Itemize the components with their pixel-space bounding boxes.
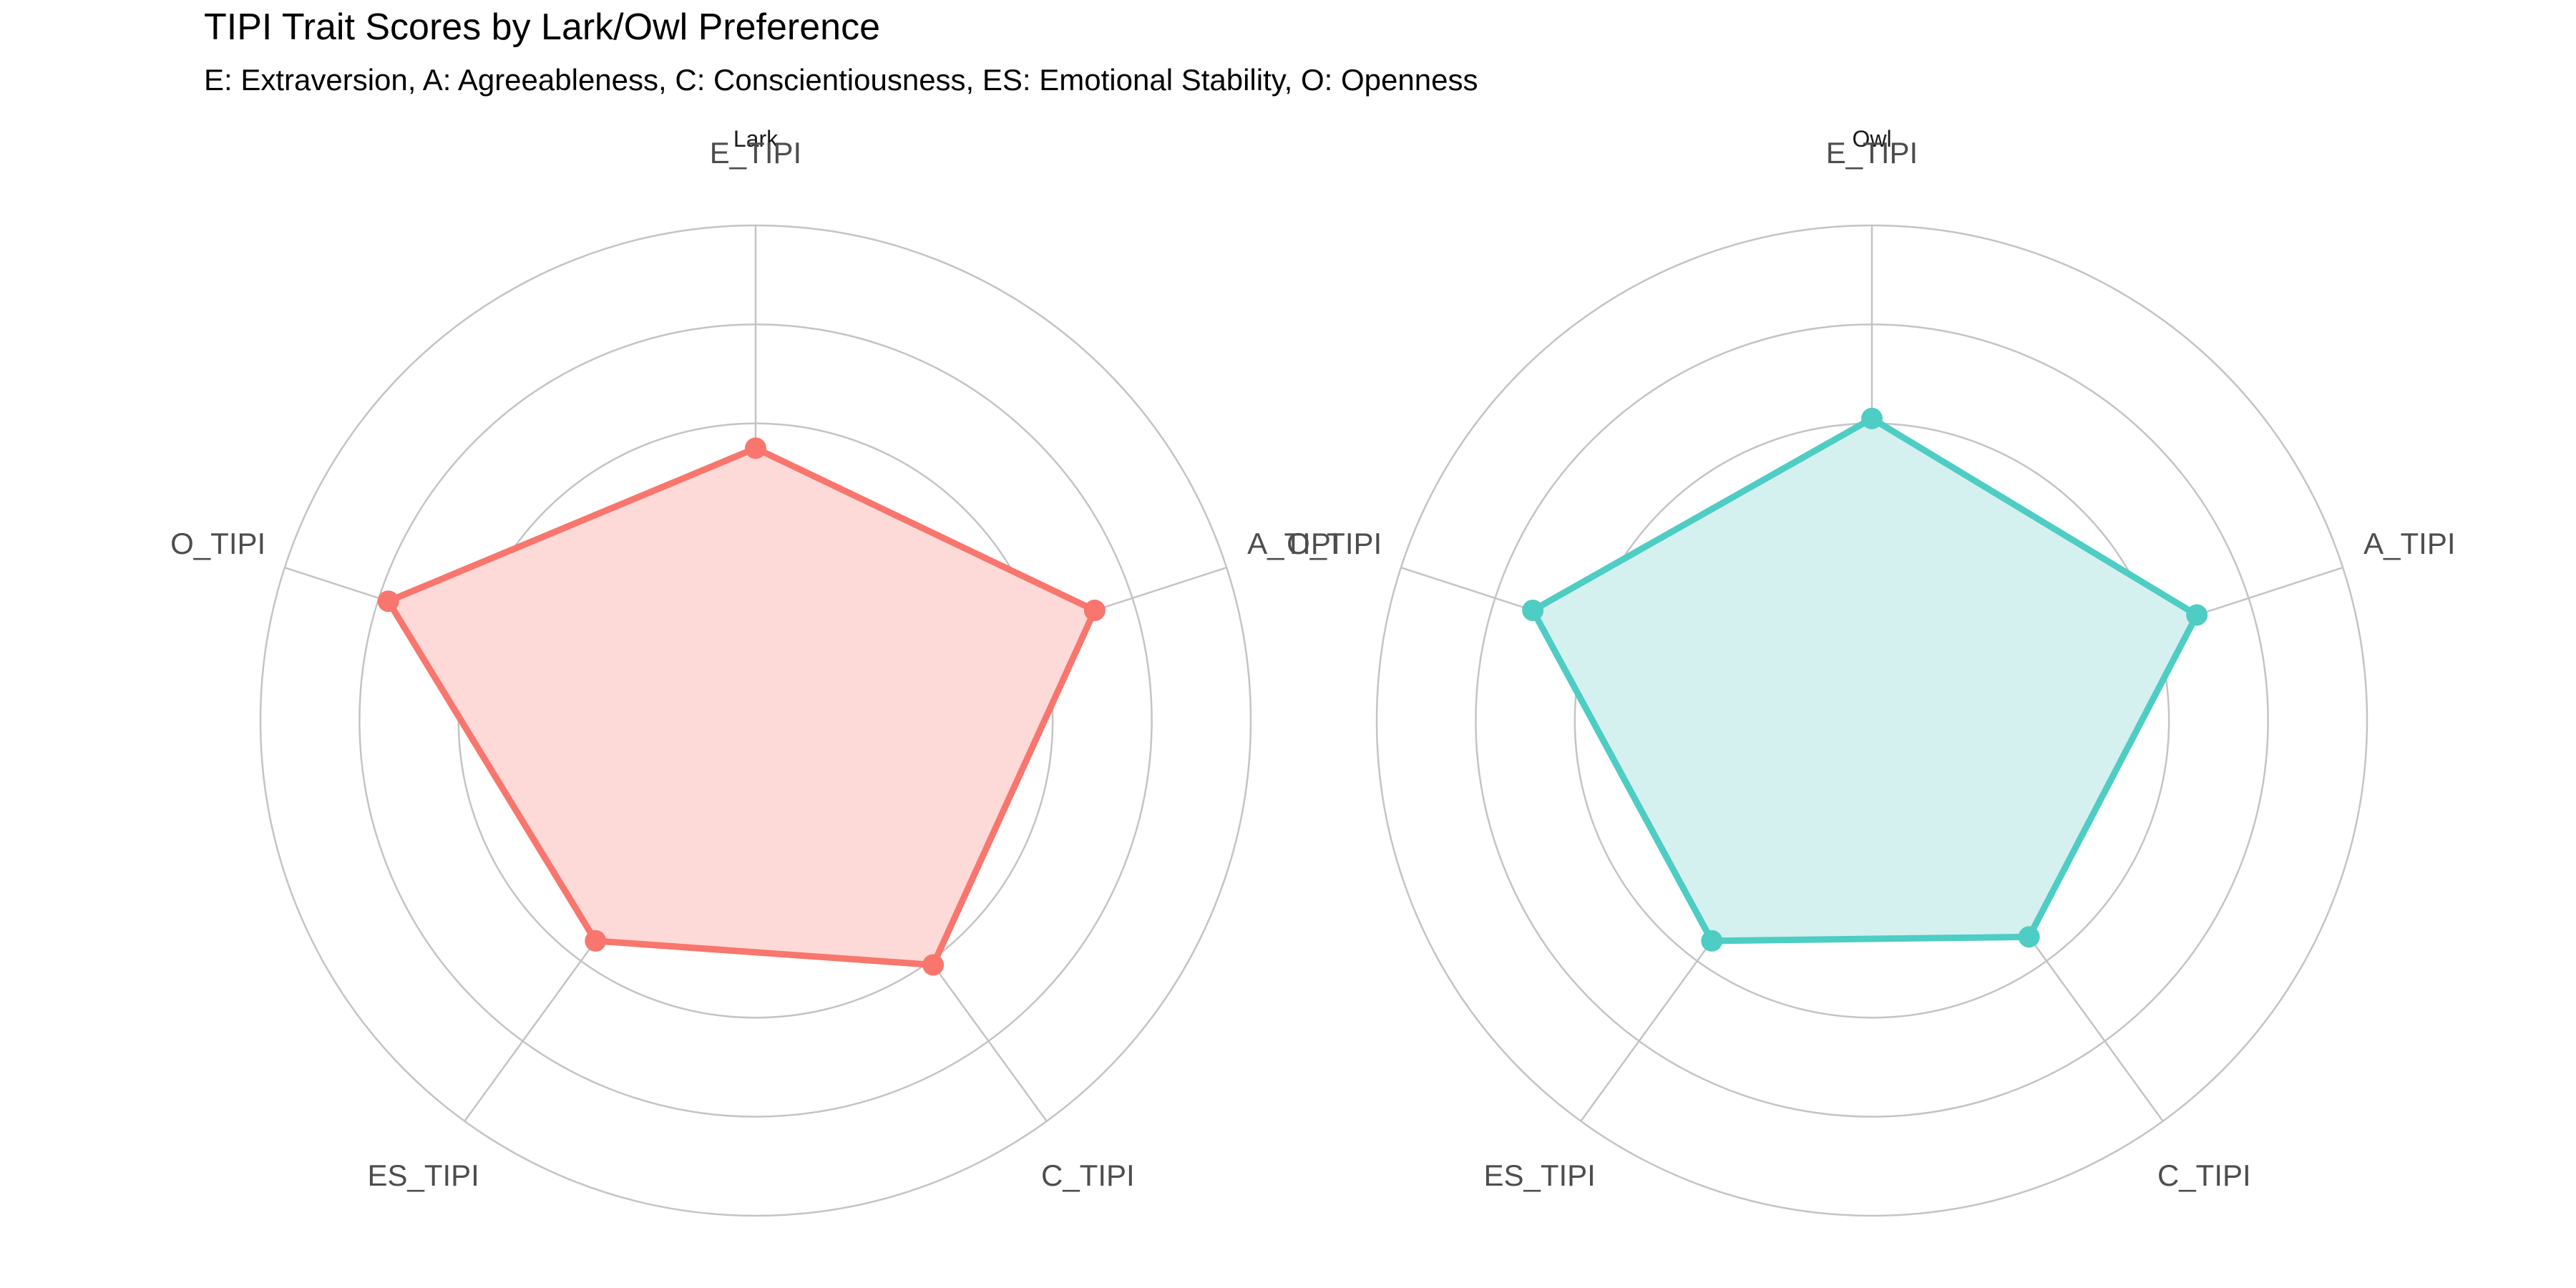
axis-label-a_tipi: A_TIPI	[2363, 527, 2455, 560]
chart-subtitle: E: Extraversion, A: Agreeableness, C: Co…	[204, 63, 1478, 97]
axis-label-o_tipi: O_TIPI	[170, 527, 265, 560]
series-line-lark	[385, 444, 1098, 968]
data-point-lark-es_tipi	[585, 930, 607, 952]
data-point-lark-c_tipi	[922, 954, 945, 976]
series-area-lark	[388, 448, 1095, 965]
data-point-owl-o_tipi	[1522, 600, 1544, 622]
chart-title: TIPI Trait Scores by Lark/Owl Preference	[204, 6, 880, 48]
data-point-owl-a_tipi	[2186, 604, 2208, 626]
data-point-owl-c_tipi	[2018, 926, 2040, 948]
data-point-lark-e_tipi	[745, 437, 766, 459]
series-area-owl	[1533, 418, 2197, 941]
panel-title-lark: Lark	[733, 126, 779, 152]
axis-label-a_tipi: A_TIPI	[1247, 527, 1339, 560]
data-point-owl-es_tipi	[1701, 930, 1723, 952]
data-point-owl-e_tipi	[1861, 407, 1883, 429]
axis-label-e_tipi: E_TIPI	[710, 136, 801, 170]
data-point-lark-o_tipi	[377, 590, 399, 613]
axis-label-e_tipi: E_TIPI	[1826, 136, 1918, 170]
axis-label-o_tipi: O_TIPI	[1287, 527, 1382, 560]
axis-label-es_tipi: ES_TIPI	[367, 1158, 479, 1192]
data-point-lark-a_tipi	[1083, 600, 1106, 622]
panel-title-owl: Owl	[1852, 126, 1891, 152]
axis-label-c_tipi: C_TIPI	[1041, 1158, 1135, 1192]
series-line-owl	[1529, 415, 2200, 945]
axis-label-es_tipi: ES_TIPI	[1483, 1158, 1595, 1192]
axis-label-c_tipi: C_TIPI	[2157, 1158, 2251, 1192]
